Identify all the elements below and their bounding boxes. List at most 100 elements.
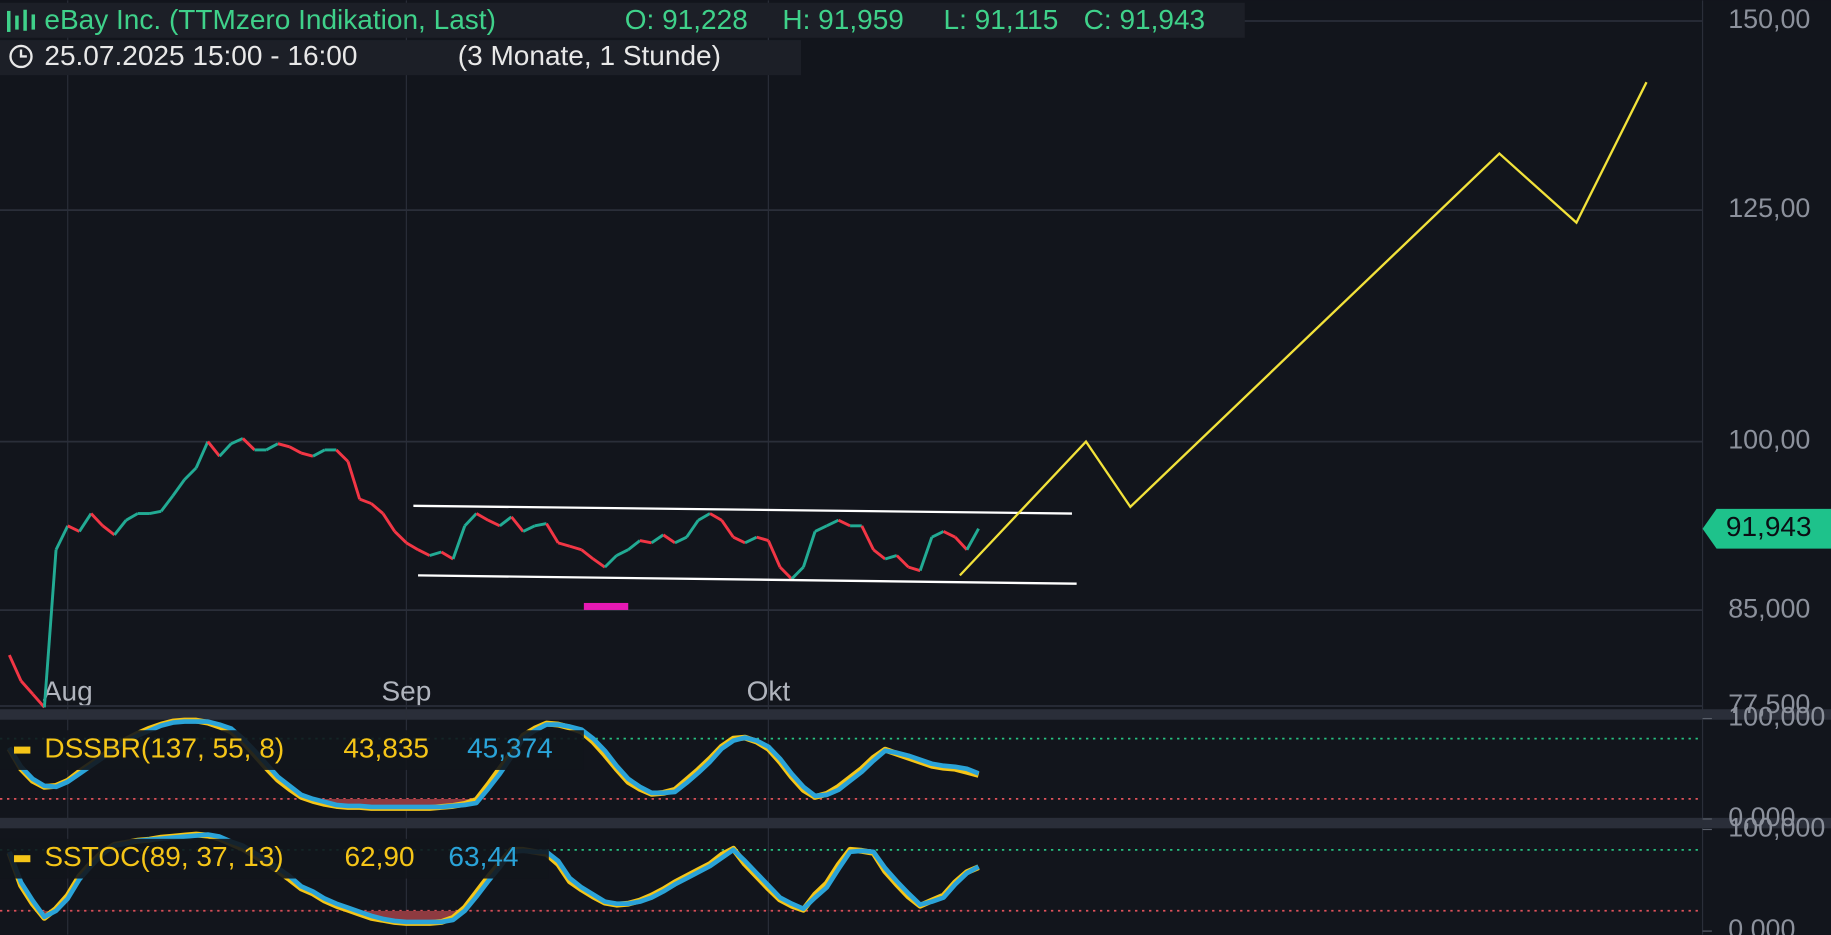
price-segment (860, 525, 875, 551)
indicator-line (7, 719, 980, 810)
y-tick-label: 100,000 (1728, 702, 1825, 732)
price-segment (8, 654, 23, 682)
price-segment (230, 437, 244, 445)
price-segment (19, 679, 34, 696)
price-segment (300, 451, 314, 458)
y-tick-label: 85,000 (1728, 593, 1810, 623)
period: 25.07.2025 15:00 - 16:00 (44, 40, 357, 71)
price-segment (615, 548, 629, 557)
price-segment (194, 440, 210, 469)
price-segment (592, 557, 606, 569)
price-segment (206, 440, 221, 458)
price-segment (405, 541, 419, 551)
y-tick-label: 125,00 (1728, 193, 1810, 223)
ohlc: O: 91,228 (625, 4, 748, 35)
y-tick-label: 0,000 (1728, 802, 1795, 832)
price-segment (650, 533, 665, 545)
y-tick-label: 150,00 (1728, 4, 1810, 34)
price-segment (569, 544, 582, 552)
header-bg (0, 40, 802, 76)
clock-icon (19, 49, 27, 58)
header: eBay Inc. (TTMzero Indikation, Last) O: … (0, 2, 1245, 76)
price-segment (779, 566, 793, 580)
marker (583, 602, 629, 610)
price-segment (884, 554, 898, 561)
y-tick-label: 0,000 (1728, 914, 1795, 935)
price-segment (767, 539, 782, 568)
price-segment (277, 442, 290, 449)
legend-swatch (14, 746, 31, 754)
price-segment (393, 530, 408, 544)
price-segment (627, 539, 641, 551)
x-tick-label: Aug (43, 675, 93, 706)
price-segment (451, 525, 467, 560)
price-segment (101, 524, 116, 537)
price-segment (603, 554, 618, 569)
price-segment (826, 518, 840, 528)
price-segment (346, 461, 362, 500)
price-segment (149, 509, 162, 515)
legend-value: 43,835 (343, 732, 429, 763)
price-segment (557, 541, 571, 548)
price-segment (942, 530, 956, 539)
price-segment (510, 515, 525, 533)
price-segment (720, 519, 735, 538)
bars-icon (7, 9, 36, 32)
legend-title: DSSBR(137, 55, 8) (44, 732, 284, 763)
legend-bg (0, 730, 584, 770)
legend-value: 63,44 (448, 841, 518, 872)
price-segment (837, 518, 851, 528)
price-segment (265, 442, 279, 452)
price-segment (697, 512, 711, 522)
price-segment (54, 525, 70, 551)
price-segment (872, 548, 887, 561)
price-segment (814, 524, 828, 533)
price-segment (756, 535, 769, 542)
price-segment (440, 550, 454, 561)
price-segment (335, 448, 350, 463)
price-segment (67, 524, 81, 533)
price-segment (918, 536, 934, 572)
price-segment (183, 466, 198, 481)
price-segment (171, 478, 186, 497)
drawing-line (418, 574, 1077, 585)
price-segment (709, 512, 723, 522)
price-segment (42, 549, 58, 708)
ohlc: H: 91,959 (782, 4, 903, 35)
drawing-line (413, 504, 1072, 515)
price-segment (790, 566, 805, 580)
x-tick-label: Okt (747, 675, 791, 706)
price-segment (218, 442, 233, 458)
price-segment (463, 512, 478, 527)
price-segment (125, 512, 139, 522)
price-segment (487, 518, 501, 528)
ohlc: L: 91,115 (944, 4, 1059, 35)
price-segment (965, 528, 980, 551)
price-segment (159, 495, 174, 513)
last-price-label: 91,943 (1726, 511, 1812, 542)
price-segment (662, 533, 676, 545)
ohlc: C: 91,943 (1084, 4, 1206, 35)
legend-swatch (14, 855, 31, 863)
drawing-line (959, 81, 1648, 577)
price-segment (908, 565, 921, 573)
price-segment (802, 531, 817, 568)
panel-separator (0, 709, 1831, 720)
price-segment (744, 535, 758, 545)
legend-value: 45,374 (467, 732, 553, 763)
price-segment (429, 550, 442, 557)
price-segment (381, 512, 396, 533)
price-segment (241, 437, 256, 451)
price-segment (288, 445, 302, 455)
header-bg (0, 2, 1245, 38)
price-segment (31, 693, 46, 709)
price-segment (954, 536, 968, 551)
y-tick-label: 100,00 (1728, 425, 1810, 455)
price-segment (685, 519, 700, 538)
price-segment (312, 448, 326, 458)
price-segment (498, 515, 513, 527)
